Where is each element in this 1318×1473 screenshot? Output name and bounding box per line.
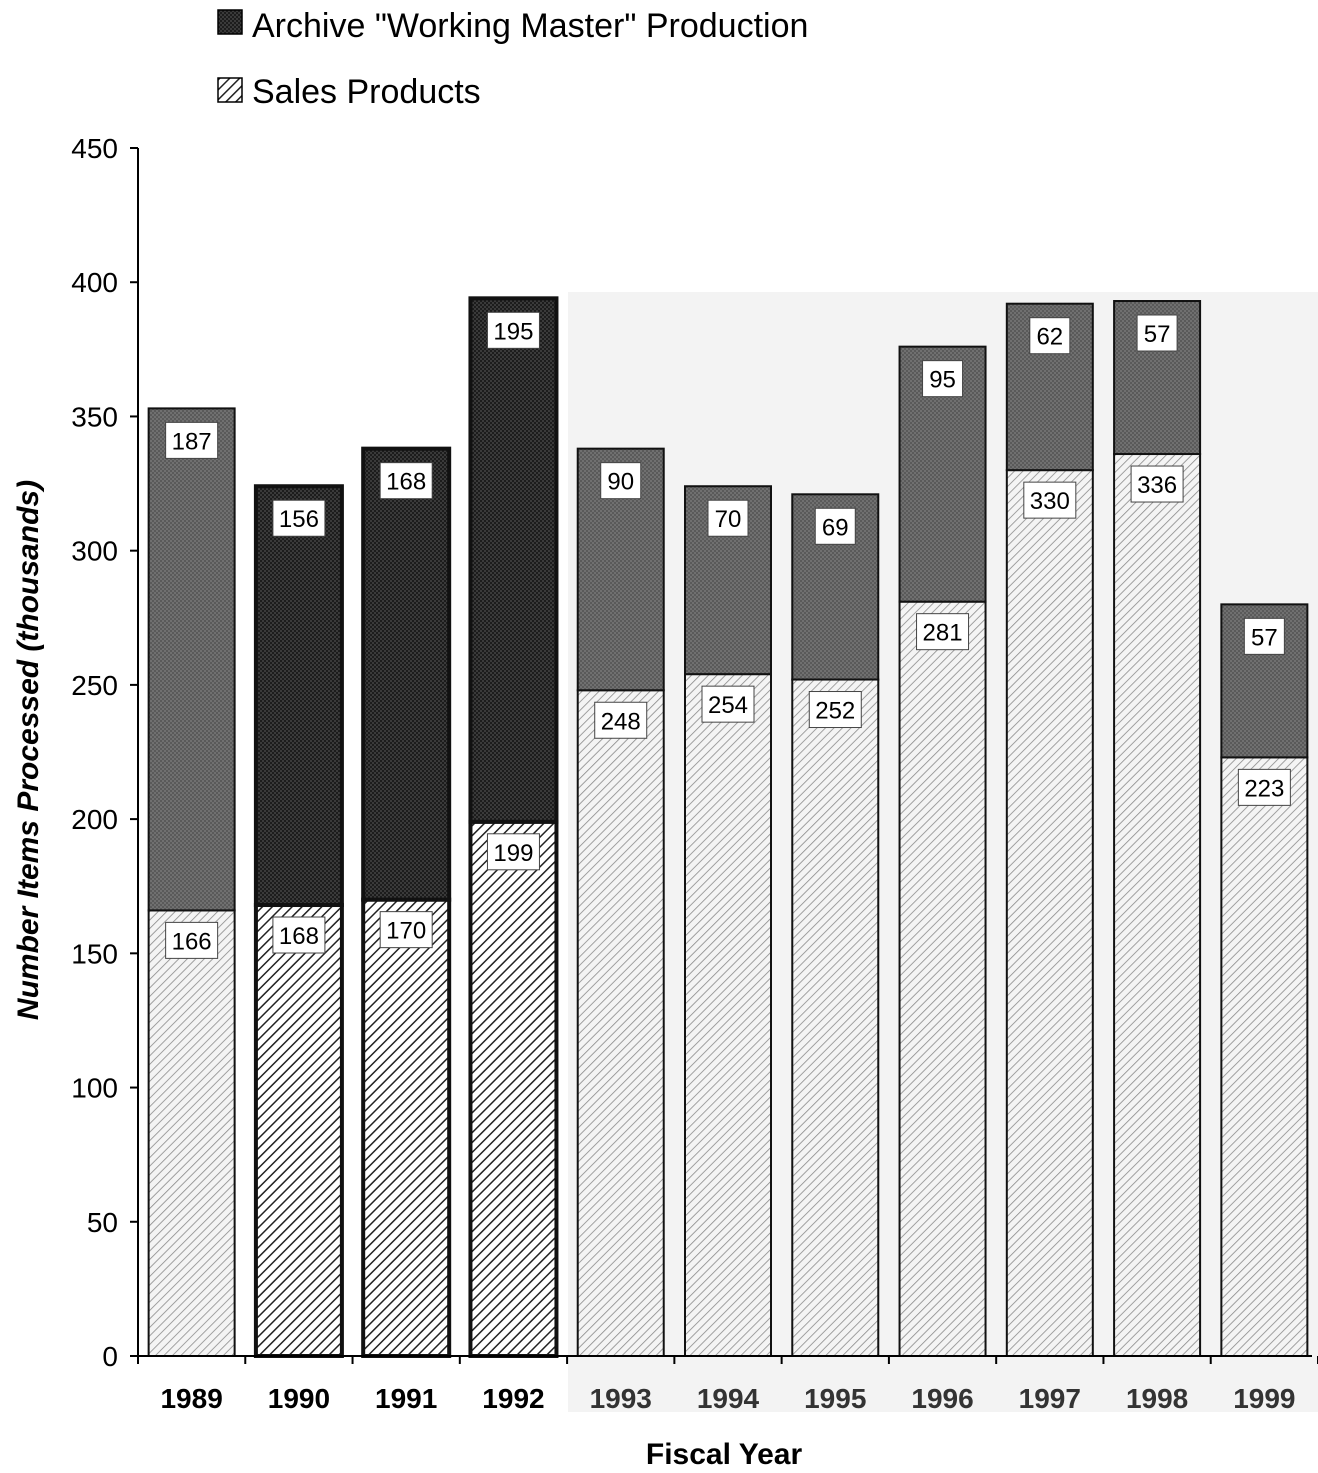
label-archive-1990-box: [272, 499, 326, 537]
y-tick-label: 250: [71, 670, 118, 701]
bar-archive-1989: [147, 407, 236, 912]
bar-sales-1997: [1005, 469, 1094, 1357]
y-tick-label: 400: [71, 267, 118, 298]
legend-swatch-sales: [217, 77, 243, 103]
bar-sales-1998: [1113, 453, 1202, 1357]
y-tick-label: 150: [71, 938, 118, 969]
x-tick-label: 1993: [590, 1383, 652, 1414]
label-archive-1989-box: [165, 421, 219, 459]
label-archive-1993-box: [600, 462, 642, 500]
x-axis: 1989 1990 1991 1992 1993 1994 1995 1996 1997 1998…: [138, 1355, 1318, 1414]
label-sales-1989: 166: [172, 928, 212, 955]
bar-sales-1995: [791, 678, 880, 1357]
label-archive-1990: 156: [279, 506, 319, 533]
bar-archive-1991: [361, 446, 452, 902]
label-archive-1995-box: [814, 507, 856, 545]
y-tick-label: 300: [71, 536, 118, 567]
label-archive-1991: 168: [386, 469, 426, 496]
label-archive-1996: 95: [929, 367, 956, 394]
y-tick-label: 50: [87, 1207, 118, 1238]
bar-archive-1990: [253, 484, 344, 908]
label-sales-1995: 252: [815, 698, 855, 725]
x-tick-label: 1998: [1126, 1383, 1188, 1414]
label-sales-1997-box: [1023, 481, 1077, 519]
y-tick-label: 450: [71, 133, 118, 164]
bar-archive-1992: [468, 296, 559, 824]
label-sales-1999-box: [1237, 768, 1291, 806]
label-archive-1998: 57: [1144, 321, 1171, 348]
label-sales-1993: 248: [601, 708, 641, 735]
bars-group: 187 166 156 168 168 170 195 199 90 248 70 254 69 252 9…: [147, 296, 1309, 1359]
label-archive-1994-box: [707, 499, 749, 537]
label-archive-1998-box: [1136, 314, 1178, 352]
legend-swatch-archive: [217, 9, 243, 35]
label-sales-1994: 254: [708, 692, 748, 719]
label-sales-1991-box: [379, 911, 433, 949]
label-sales-1989-box: [165, 921, 219, 959]
bar-sales-1994: [684, 673, 772, 1357]
label-archive-1997-box: [1029, 317, 1071, 355]
x-tick-label: 1996: [911, 1383, 973, 1414]
y-tick-label: 100: [71, 1073, 118, 1104]
x-tick-label: 1995: [804, 1383, 866, 1414]
x-tick-label: 1990: [268, 1383, 330, 1414]
label-sales-1998-box: [1130, 465, 1184, 503]
label-sales-1997: 330: [1030, 488, 1070, 515]
bar-archive-1993: [576, 447, 665, 692]
label-sales-1998: 336: [1137, 472, 1177, 499]
label-archive-1992-box: [486, 311, 540, 349]
label-archive-1994: 70: [715, 506, 742, 533]
x-tick-label: 1991: [375, 1383, 437, 1414]
label-sales-1996-box: [916, 613, 970, 651]
legend: Archive "Working Master" Production Sale…: [217, 7, 808, 111]
bar-archive-1996: [898, 345, 987, 603]
label-archive-1989: 187: [172, 428, 212, 455]
label-sales-1999: 223: [1244, 775, 1284, 802]
label-sales-1991: 170: [386, 918, 426, 945]
x-tick-label: 1989: [160, 1383, 222, 1414]
bar-sales-1990: [253, 903, 344, 1358]
y-tick-label: 200: [71, 804, 118, 835]
x-tick-label: 1992: [482, 1383, 544, 1414]
y-axis-title: Number Items Processed (thousands): [12, 480, 45, 1020]
label-archive-1997: 62: [1036, 324, 1063, 351]
y-tick-label: 350: [71, 401, 118, 432]
x-tick-label: 1999: [1233, 1383, 1295, 1414]
bar-sales-1996: [898, 600, 987, 1357]
label-archive-1991-box: [379, 462, 433, 500]
y-tick-label: 0: [102, 1341, 118, 1372]
legend-label-archive: Archive "Working Master" Production: [252, 7, 808, 45]
bar-sales-1992: [468, 819, 559, 1358]
label-archive-1995: 69: [822, 514, 849, 541]
bar-sales-1999: [1220, 756, 1309, 1357]
label-archive-1993: 90: [607, 469, 634, 496]
label-sales-1992-box: [486, 833, 540, 871]
label-sales-1990: 168: [279, 923, 319, 950]
legend-label-sales: Sales Products: [252, 73, 481, 111]
label-sales-1995-box: [808, 691, 862, 729]
label-sales-1996: 281: [923, 620, 963, 647]
x-axis-title: Fiscal Year: [646, 1438, 803, 1471]
label-sales-1992: 199: [493, 840, 533, 867]
label-archive-1992: 195: [493, 318, 533, 345]
label-sales-1990-box: [272, 916, 326, 954]
bar-sales-1991: [361, 897, 452, 1359]
x-tick-label: 1994: [697, 1383, 760, 1414]
label-archive-1996-box: [922, 360, 964, 398]
bar-sales-1993: [576, 689, 665, 1357]
bar-sales-1989: [147, 909, 236, 1357]
label-sales-1993-box: [594, 701, 648, 739]
x-tick-label: 1997: [1019, 1383, 1081, 1414]
label-archive-1999: 57: [1251, 624, 1278, 651]
label-archive-1999-box: [1243, 617, 1285, 655]
label-sales-1994-box: [701, 685, 755, 723]
y-axis: 0 50 100 150 200 250 300 350 400 450: [71, 133, 139, 1372]
